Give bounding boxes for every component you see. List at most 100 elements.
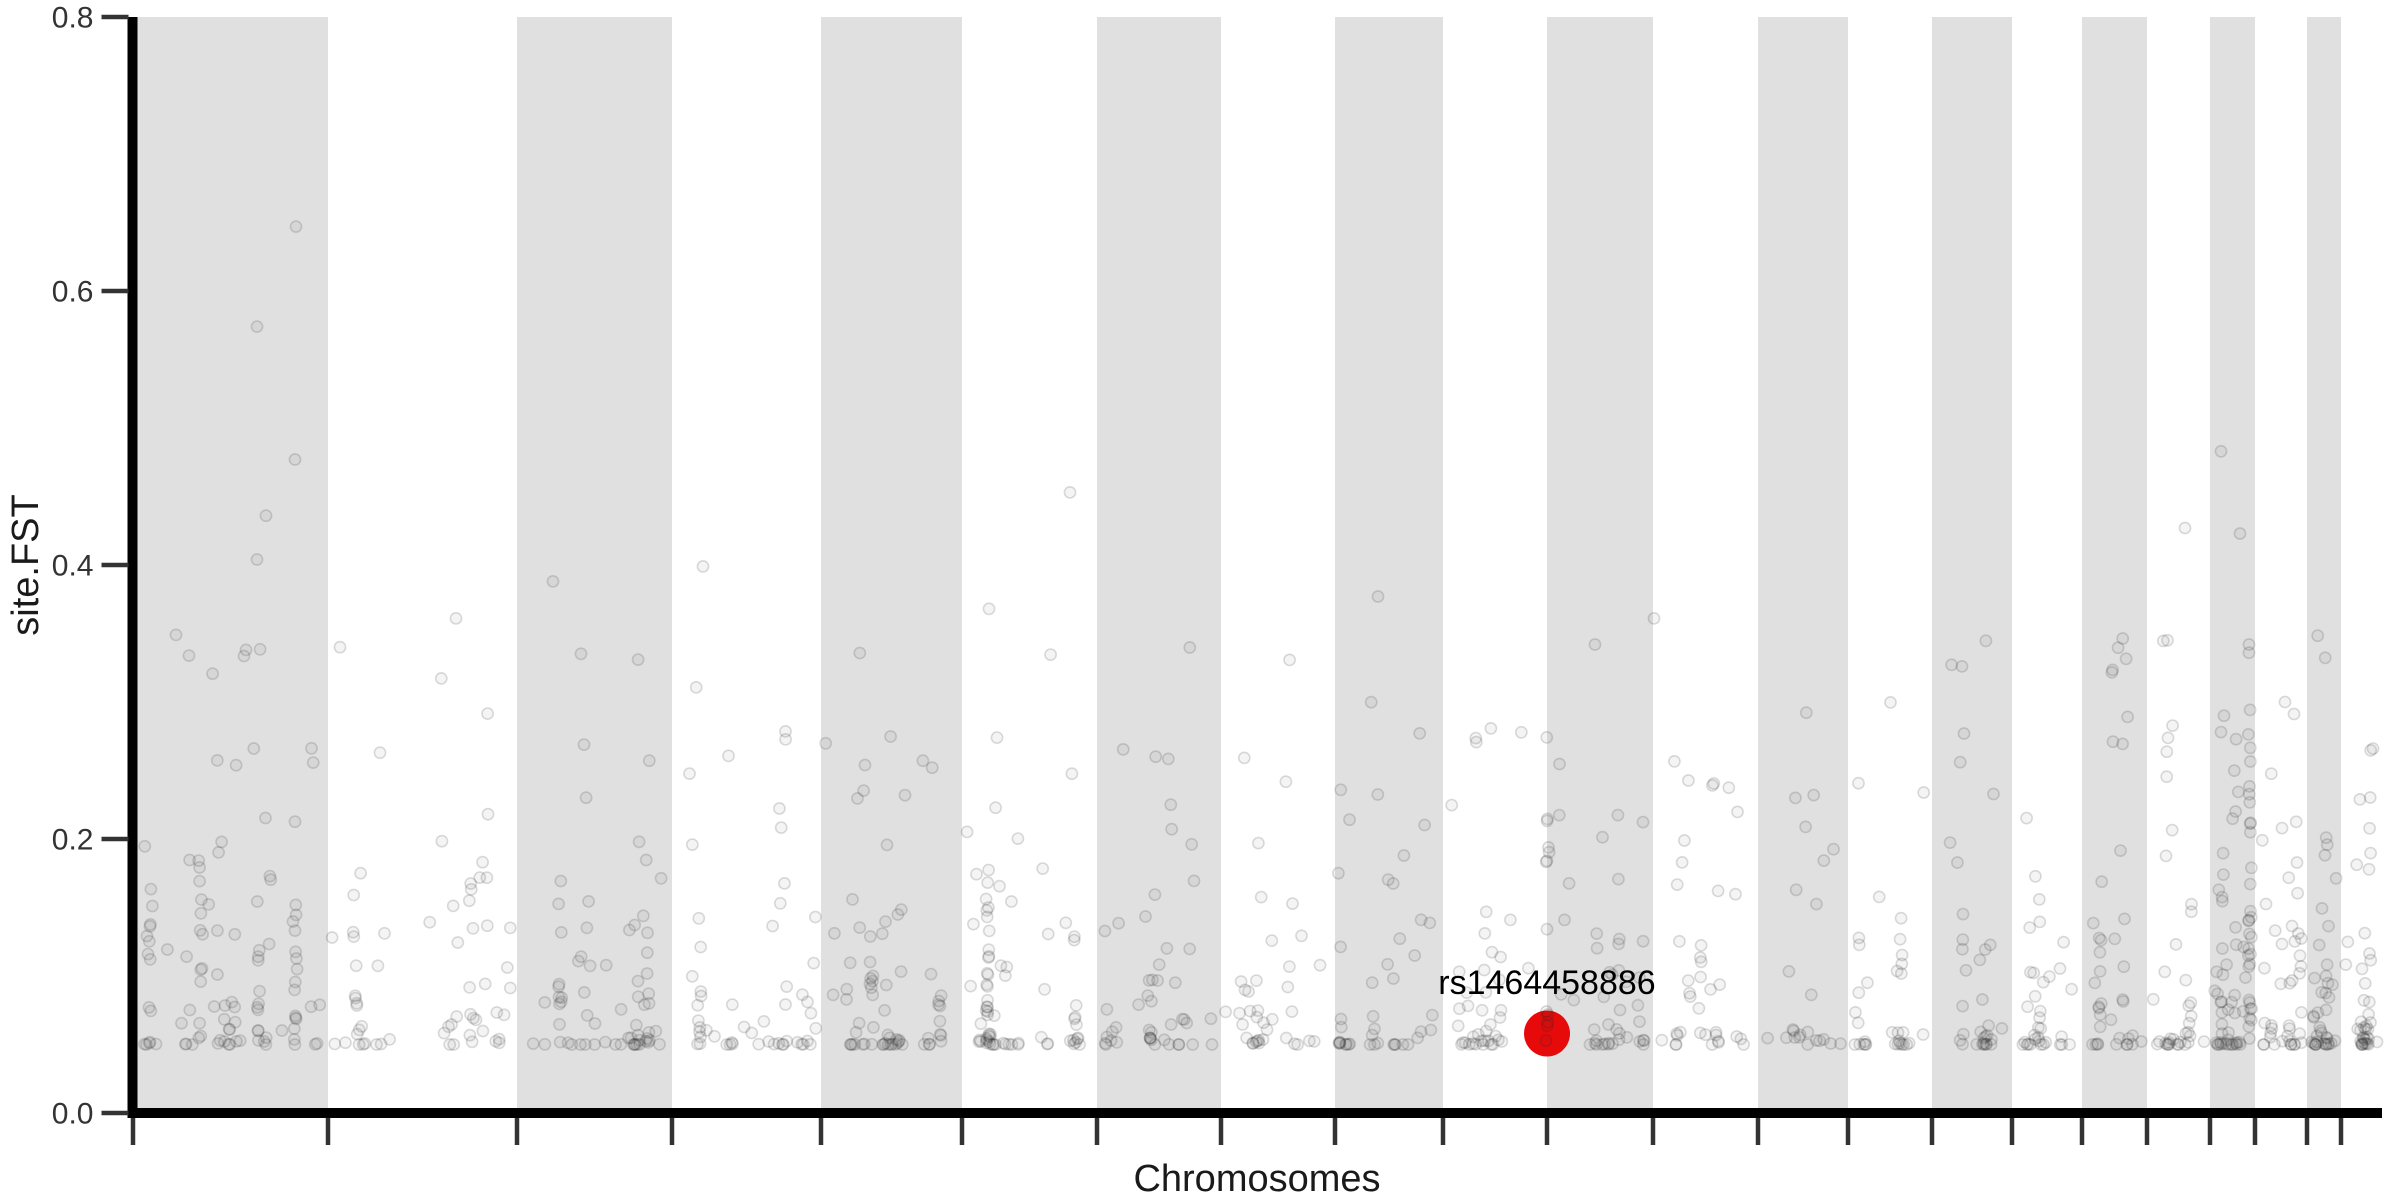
snp-point	[143, 919, 157, 933]
snp-point	[1098, 1036, 1112, 1050]
snp-point	[1853, 1037, 1867, 1051]
snp-point	[2243, 780, 2256, 793]
snp-point	[143, 953, 157, 966]
snp-point	[1590, 1034, 1603, 1048]
snp-point	[1036, 862, 1050, 875]
snp-point	[791, 1035, 804, 1049]
snp-point	[2105, 666, 2119, 679]
snp-point	[1176, 1012, 1189, 1026]
snp-point	[1893, 932, 1907, 946]
snp-point	[631, 653, 645, 666]
snp-point	[378, 926, 391, 940]
snp-point	[1185, 837, 1199, 851]
snp-point	[982, 602, 996, 616]
snp-point	[801, 1034, 814, 1048]
snp-point	[464, 877, 478, 890]
snp-point	[1504, 913, 1517, 927]
snp-point	[2307, 1010, 2321, 1024]
chromosome-band-7	[1097, 17, 1221, 1108]
snp-point	[1670, 1027, 1684, 1040]
snp-point	[2310, 1029, 2324, 1043]
snp-point	[138, 839, 152, 853]
snp-point	[250, 553, 264, 566]
snp-point	[2231, 785, 2245, 799]
snp-point	[972, 1035, 986, 1048]
snp-point	[178, 1037, 192, 1051]
snp-point	[446, 899, 460, 913]
snp-point	[1619, 975, 1633, 989]
snp-point	[772, 1036, 786, 1050]
snp-point	[639, 1034, 653, 1048]
snp-point	[774, 821, 788, 834]
snp-point	[1737, 1038, 1750, 1051]
snp-point	[289, 952, 303, 965]
snp-point	[1333, 1036, 1347, 1050]
snp-point	[1219, 1005, 1232, 1019]
snp-point	[553, 997, 566, 1011]
snp-point	[2243, 703, 2257, 717]
snp-point	[2321, 1037, 2335, 1051]
snp-point	[863, 977, 877, 991]
snp-point	[1956, 999, 1969, 1013]
snp-point	[289, 220, 303, 233]
snp-point	[923, 1037, 936, 1051]
snp-point	[2228, 988, 2242, 1002]
snp-point	[2308, 971, 2321, 985]
snp-point	[383, 1033, 396, 1046]
snp-point	[1694, 955, 1708, 969]
snp-point	[2285, 974, 2299, 987]
snp-point	[1552, 808, 1566, 822]
snp-point	[2214, 1036, 2227, 1049]
snp-point	[795, 1037, 809, 1051]
snp-point	[2215, 942, 2229, 955]
snp-point	[1852, 931, 1866, 945]
snp-point	[1363, 1038, 1377, 1051]
snp-point	[252, 943, 266, 957]
snp-point	[1953, 1033, 1967, 1047]
snp-point	[932, 994, 946, 1008]
snp-point	[1590, 1038, 1603, 1051]
snp-point	[1970, 1037, 1984, 1051]
snp-point	[1451, 1019, 1465, 1033]
snp-point	[2357, 1031, 2371, 1045]
snp-point	[1977, 1031, 1991, 1045]
snp-point	[843, 956, 857, 970]
snp-point	[642, 996, 656, 1010]
snp-point	[1705, 1038, 1719, 1051]
snp-point	[2319, 969, 2333, 983]
snp-point	[623, 923, 636, 937]
snp-point	[1858, 1035, 1872, 1049]
snp-point	[2215, 890, 2229, 904]
snp-point	[492, 1032, 506, 1046]
snp-point	[325, 931, 339, 944]
snp-point	[1611, 808, 1625, 822]
snp-point	[726, 1037, 739, 1051]
snp-point	[631, 1028, 645, 1042]
snp-point	[737, 1020, 751, 1034]
snp-point	[1183, 641, 1197, 654]
snp-point	[2028, 1028, 2041, 1042]
snp-point	[2222, 1038, 2236, 1051]
snp-point	[720, 1038, 734, 1051]
chromosome-band-21	[2307, 17, 2341, 1108]
snp-point	[1069, 1035, 1083, 1049]
snp-point	[1005, 895, 1018, 908]
snp-point	[852, 1016, 866, 1030]
snp-point	[1461, 999, 1475, 1013]
y-tick-label: 0.0	[52, 1098, 94, 1131]
snp-point	[884, 730, 897, 743]
snp-point	[1418, 818, 1431, 832]
snp-point	[853, 646, 867, 660]
snp-point	[1637, 1033, 1650, 1047]
snp-point	[779, 733, 792, 746]
x-tick	[959, 1118, 965, 1145]
snp-point	[2310, 1035, 2324, 1049]
snp-point	[2319, 1037, 2333, 1051]
snp-point	[2208, 984, 2222, 998]
snp-point	[2055, 1038, 2069, 1051]
snp-point	[139, 1038, 153, 1051]
snp-point	[609, 1038, 622, 1051]
snp-point	[145, 899, 159, 913]
snp-point	[2320, 958, 2334, 972]
